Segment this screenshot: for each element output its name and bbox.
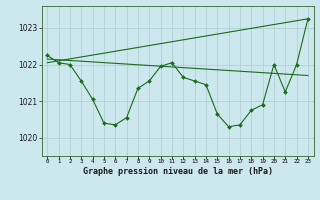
X-axis label: Graphe pression niveau de la mer (hPa): Graphe pression niveau de la mer (hPa) [83, 167, 273, 176]
